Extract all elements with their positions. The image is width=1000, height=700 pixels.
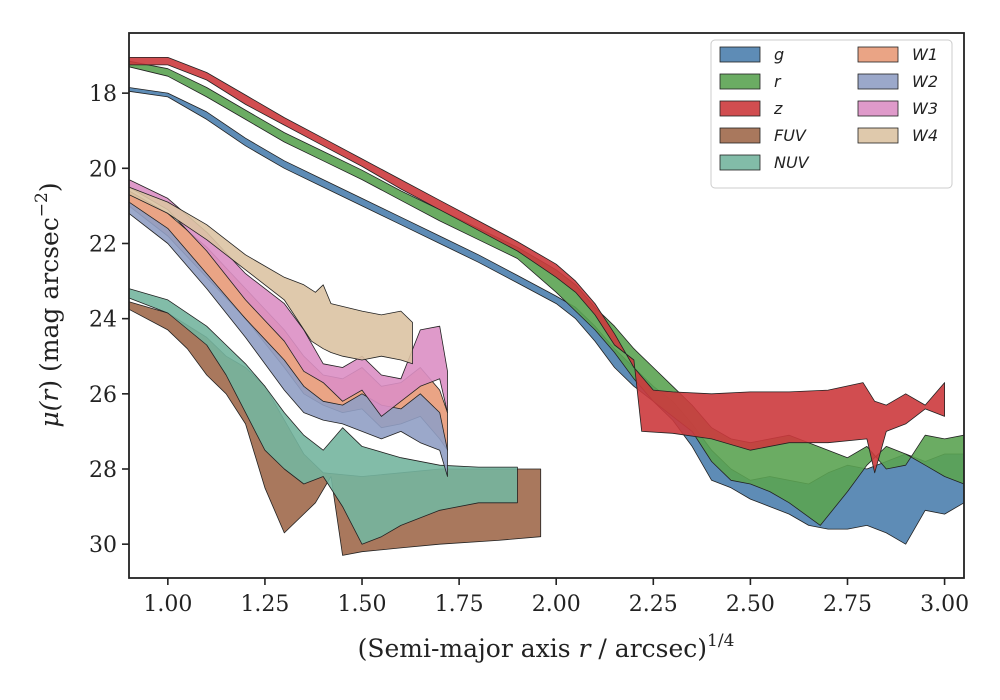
x-tick-label: 1.75 bbox=[435, 592, 484, 617]
series-layer bbox=[128, 57, 965, 556]
legend-swatch-w2 bbox=[857, 73, 899, 90]
legend-label-z: z bbox=[773, 99, 783, 118]
x-tick-label: 2.50 bbox=[726, 592, 775, 617]
legend-swatch-fuv bbox=[719, 127, 761, 144]
series-band-w2 bbox=[128, 201, 448, 477]
y-axis-label: μ(r) (mag arcsec−2) bbox=[32, 182, 64, 427]
legend-label-fuv: FUV bbox=[774, 126, 807, 145]
legend-swatch-w3 bbox=[857, 100, 899, 117]
y-tick-label: 30 bbox=[89, 533, 117, 558]
legend-swatch-g bbox=[719, 46, 761, 63]
legend-label-w4: W4 bbox=[912, 126, 938, 145]
y-tick-label: 20 bbox=[89, 157, 117, 182]
x-tick-label: 1.25 bbox=[240, 592, 289, 617]
x-tick-label: 3.00 bbox=[920, 592, 969, 617]
x-tick-label: 1.00 bbox=[143, 592, 192, 617]
legend-label-w3: W3 bbox=[912, 99, 938, 118]
x-tick-label: 2.25 bbox=[629, 592, 678, 617]
x-tick-label: 2.75 bbox=[823, 592, 872, 617]
legend-swatch-r bbox=[719, 73, 761, 90]
x-axis-ticks: 1.00 1.25 1.50 1.75 2.00 2.25 2.50 2.75 3.00 bbox=[143, 578, 969, 617]
y-tick-label: 22 bbox=[89, 232, 117, 257]
y-tick-label: 24 bbox=[89, 308, 117, 333]
plot-frame bbox=[128, 32, 965, 579]
legend-swatch-nuv bbox=[719, 154, 761, 171]
x-tick-label: 1.50 bbox=[338, 592, 387, 617]
x-axis-label: (Semi-major axis r / arcsec)1/4 bbox=[358, 631, 735, 663]
legend-label-nuv: NUV bbox=[774, 153, 810, 172]
series-band-z bbox=[128, 57, 945, 474]
y-axis-ticks: 18 20 22 24 26 28 30 bbox=[89, 82, 129, 558]
y-tick-label: 26 bbox=[89, 383, 117, 408]
legend: grz FUV NUV W1 W2 W3 W4 bbox=[710, 39, 953, 189]
y-tick-label: 18 bbox=[89, 82, 117, 107]
legend-swatch-w4 bbox=[857, 127, 899, 144]
legend-label-r: r bbox=[774, 72, 782, 91]
legend-swatch-z bbox=[719, 100, 761, 117]
legend-label-g: g bbox=[774, 45, 784, 64]
x-tick-label: 2.00 bbox=[532, 592, 581, 617]
y-tick-label: 28 bbox=[89, 458, 117, 483]
series-band-nuv bbox=[128, 288, 518, 545]
legend-label-w2: W2 bbox=[912, 72, 938, 91]
legend-swatch-w1 bbox=[857, 46, 899, 63]
series-band-w4 bbox=[128, 186, 413, 365]
legend-label-w1: W1 bbox=[912, 45, 938, 64]
